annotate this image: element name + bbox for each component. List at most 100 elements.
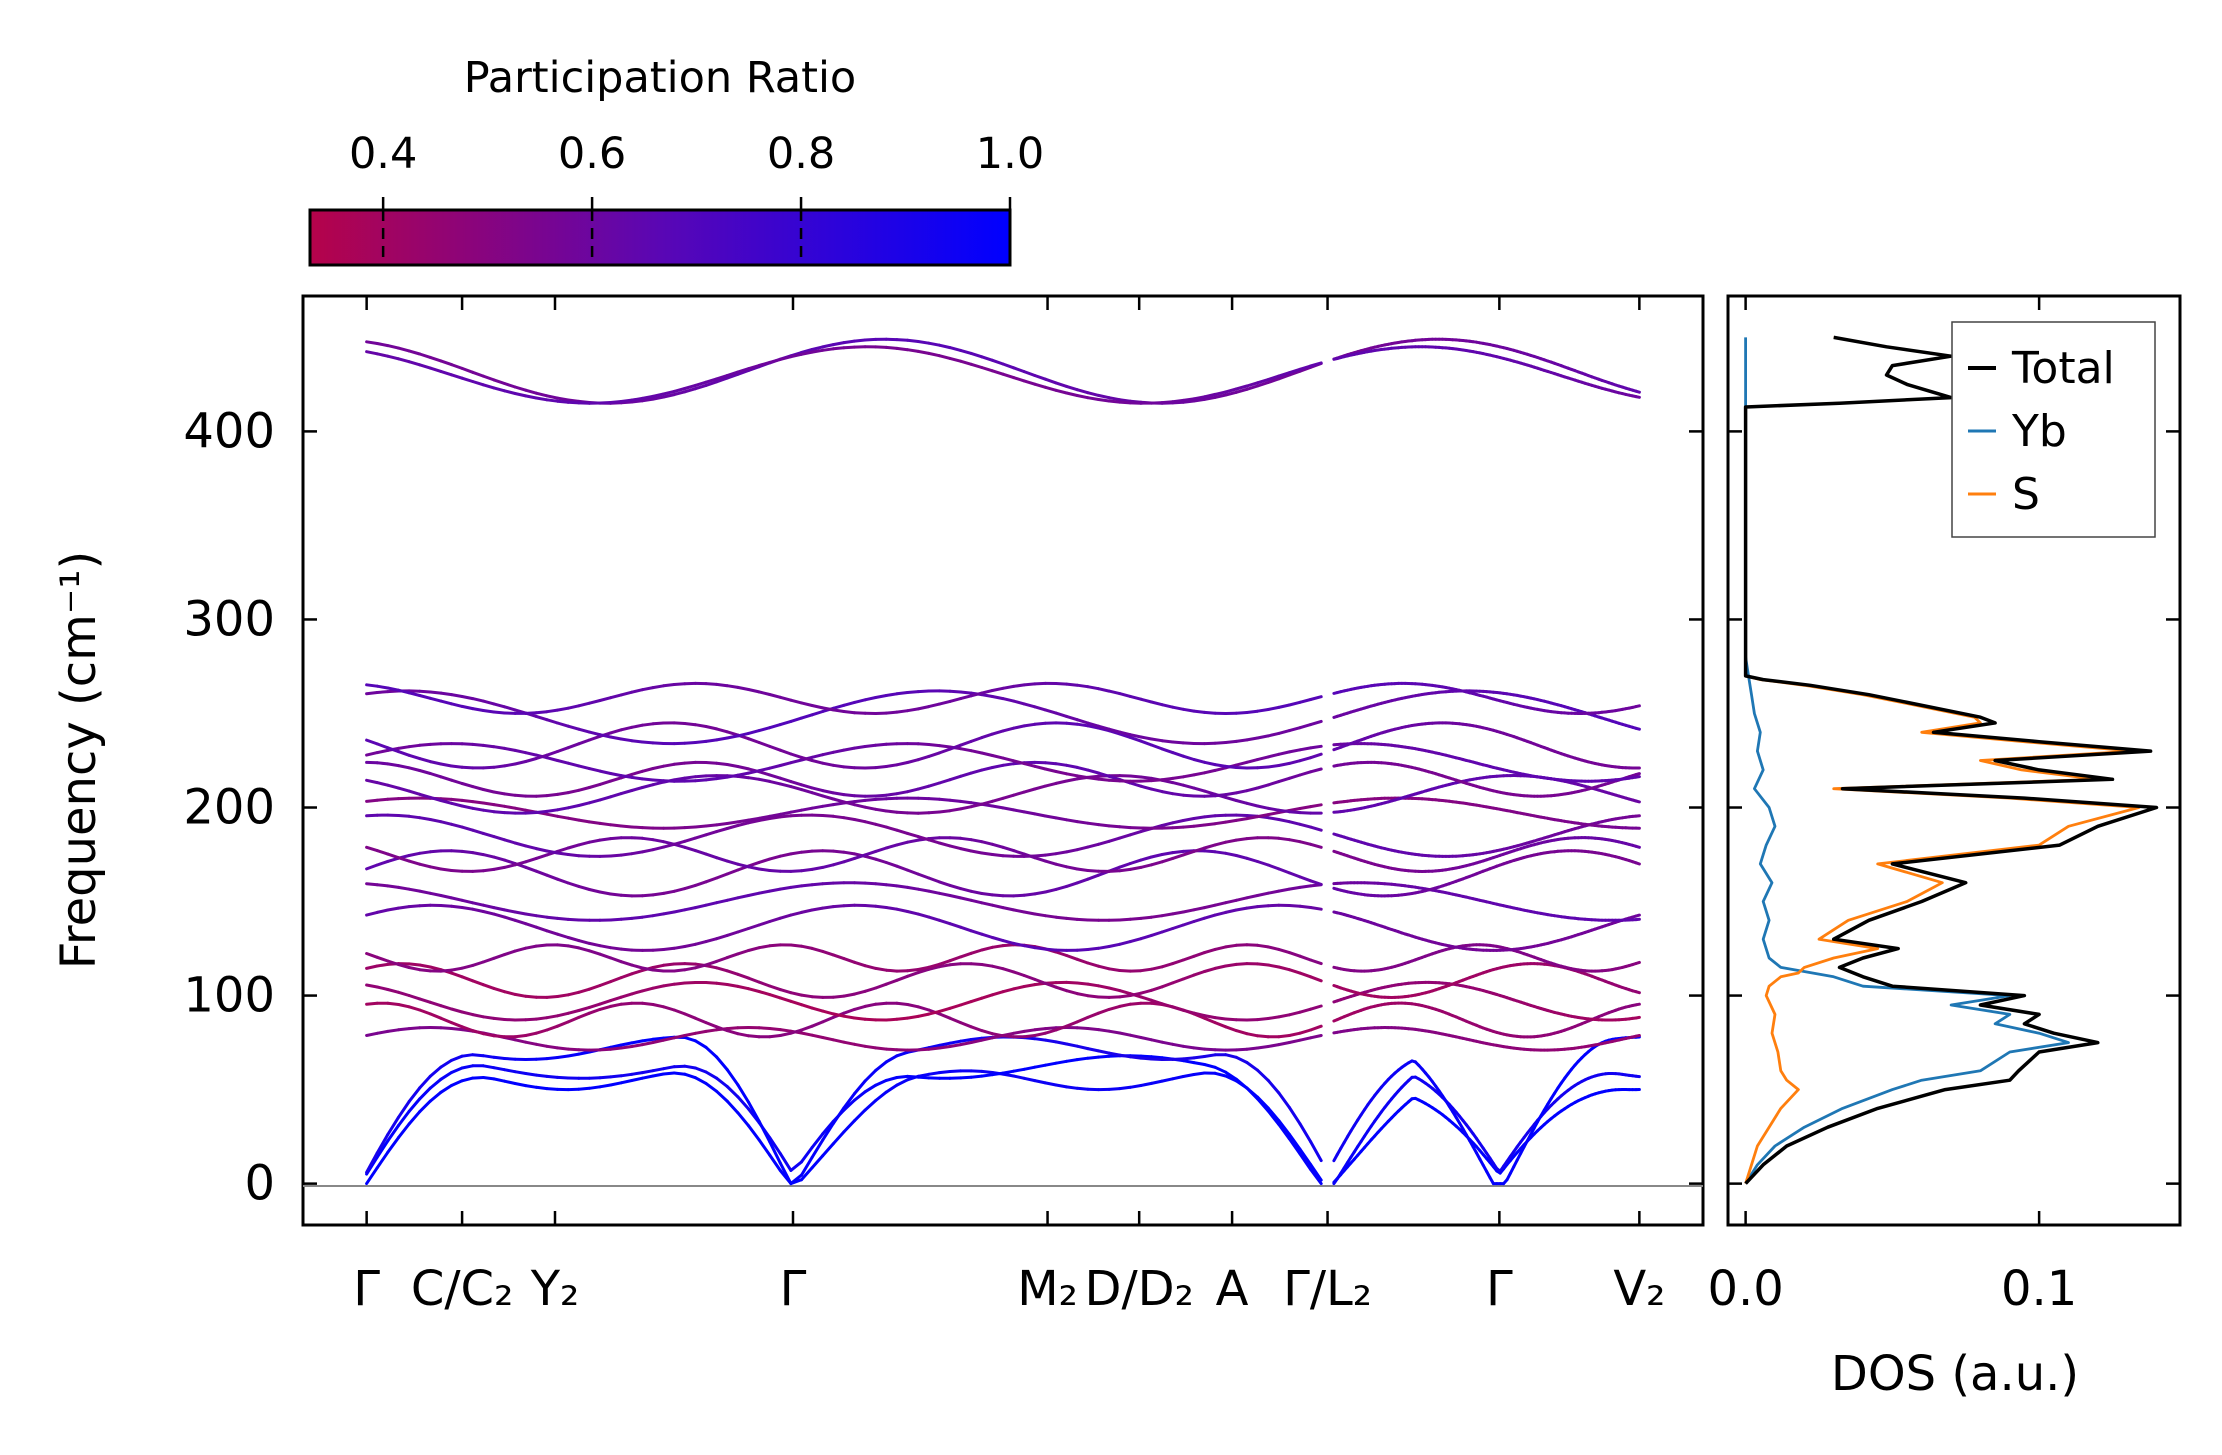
band-segment — [492, 702, 506, 709]
band-segment — [545, 1014, 559, 1020]
band-segment — [895, 761, 909, 767]
band-segment — [747, 816, 761, 822]
band-segment — [662, 910, 676, 916]
band-segment — [1287, 951, 1302, 958]
band-segment — [683, 962, 697, 966]
band-segment — [418, 963, 432, 969]
band-segment — [842, 710, 856, 715]
band-segment — [1287, 871, 1302, 879]
band-segment — [874, 1060, 888, 1072]
band-segment — [1054, 388, 1069, 395]
band-segment — [863, 854, 878, 861]
band-segment — [1097, 393, 1111, 400]
band-segment — [1054, 850, 1069, 856]
band-segment — [524, 394, 538, 400]
band-segment — [1097, 984, 1111, 990]
band-segment — [884, 742, 899, 746]
band-segment — [1012, 376, 1026, 383]
band-segment — [598, 795, 613, 802]
band-segment — [1107, 824, 1122, 829]
band-segment — [693, 1076, 708, 1085]
band-segment — [1033, 853, 1047, 858]
band-segment — [757, 766, 772, 773]
band-segment — [1309, 842, 1323, 849]
band-segment — [1287, 820, 1302, 826]
band-segment — [937, 1070, 952, 1075]
band-segment — [407, 743, 422, 749]
band-segment — [365, 683, 379, 688]
band-segment — [1065, 989, 1079, 996]
band-segment — [874, 742, 888, 747]
band-segment — [619, 1041, 634, 1047]
band-segment — [1022, 974, 1037, 981]
band-segment — [640, 686, 655, 692]
band-segment — [948, 955, 963, 963]
band-segment — [1245, 709, 1259, 714]
band-segment — [545, 756, 559, 762]
band-segment — [1128, 1001, 1143, 1006]
band-segment — [704, 380, 719, 387]
band-segment — [969, 929, 984, 936]
band-segment — [545, 708, 559, 714]
band-segment — [747, 923, 761, 930]
band-segment — [916, 1012, 931, 1018]
band-segment — [937, 744, 952, 749]
band-segment — [842, 992, 856, 998]
band-segment — [1033, 912, 1047, 918]
band-segment — [821, 949, 835, 957]
band-segment — [1224, 390, 1238, 397]
band-segment — [959, 836, 973, 842]
band-segment — [460, 376, 475, 383]
band-segment — [778, 996, 793, 1003]
band-segment — [821, 814, 835, 818]
band-segment — [1277, 836, 1291, 842]
band-segment — [937, 809, 952, 814]
band-segment — [884, 345, 899, 350]
band-segment — [831, 341, 846, 347]
band-segment — [1203, 843, 1217, 850]
band-segment — [736, 1095, 750, 1111]
band-segment — [693, 833, 708, 840]
band-segment — [365, 738, 379, 746]
band-segment — [1033, 890, 1047, 896]
band-segment — [768, 764, 782, 770]
band-segment — [725, 1026, 740, 1031]
band-segment — [757, 944, 772, 950]
band-segment — [640, 394, 655, 400]
band-segment — [778, 355, 793, 361]
band-segment — [375, 883, 390, 888]
band-segment — [651, 984, 666, 990]
band-segment — [545, 929, 559, 936]
band-segment — [747, 688, 761, 694]
band-segment — [959, 1000, 973, 1007]
band-segment — [1213, 945, 1228, 951]
band-segment — [1171, 977, 1185, 985]
band-segment — [672, 387, 687, 393]
band-segment — [556, 1054, 570, 1059]
band-segment — [407, 1097, 422, 1113]
band-segment — [1245, 786, 1259, 793]
band-segment — [1234, 766, 1249, 770]
band-segment — [587, 699, 602, 705]
legend-label-yb: Yb — [2011, 406, 2067, 457]
band-segment — [768, 854, 782, 861]
band-segment — [598, 999, 613, 1006]
band-segment — [906, 831, 920, 839]
band-segment — [768, 916, 782, 923]
band-segment — [407, 349, 422, 356]
band-segment — [1022, 379, 1037, 386]
band-segment — [386, 344, 400, 350]
band-segment — [587, 984, 602, 991]
band-segment — [428, 742, 443, 746]
band-segment — [895, 974, 909, 982]
band-segment — [906, 1074, 920, 1079]
band-segment — [715, 1076, 729, 1088]
band-segment — [471, 1053, 485, 1058]
band-segment — [800, 1024, 814, 1032]
band-segment — [1139, 739, 1153, 747]
band-segment — [619, 824, 634, 829]
band-segment — [1012, 941, 1026, 948]
band-segment — [365, 845, 379, 853]
band-segment — [556, 814, 570, 820]
band-segment — [418, 968, 432, 973]
